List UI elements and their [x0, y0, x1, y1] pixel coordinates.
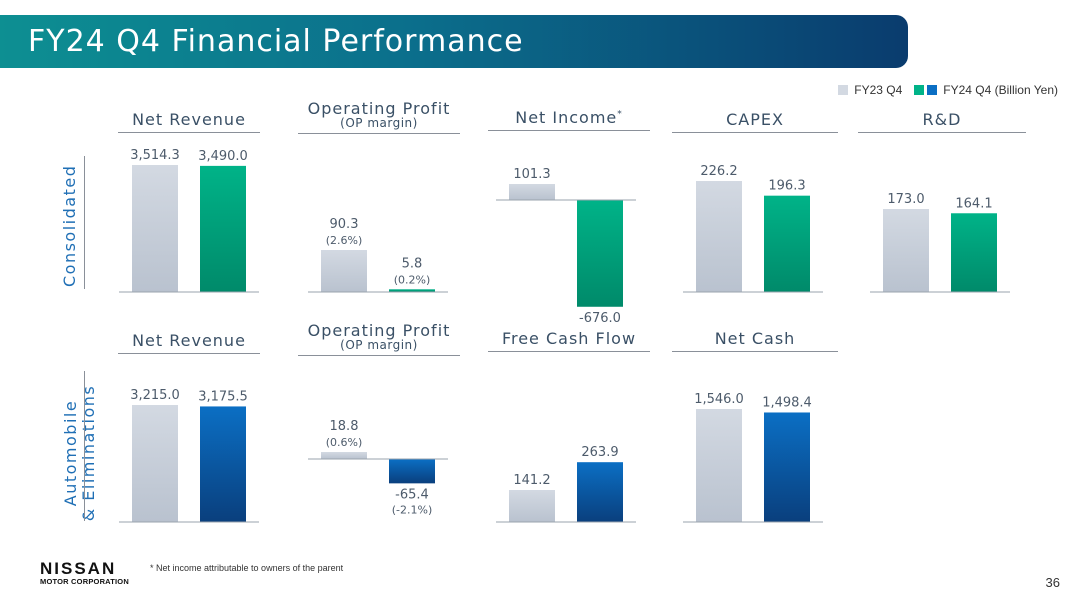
- bar-fy24: [389, 289, 435, 292]
- panel-title-a-fcf: Free Cash Flow: [488, 329, 650, 352]
- bar-fy24: [577, 462, 623, 522]
- panel-title-c-net-revenue: Net Revenue: [118, 110, 260, 133]
- bar-fy24: [577, 200, 623, 307]
- bar-fy24: [200, 165, 246, 292]
- chart-panel: [496, 184, 636, 307]
- chart-panel: [683, 409, 823, 523]
- bar-fy23: [321, 452, 367, 459]
- value-label: 18.8: [330, 419, 359, 434]
- value-label: 141.2: [513, 473, 550, 488]
- value-label: 3,514.3: [130, 148, 180, 163]
- value-label: 90.3: [330, 217, 359, 232]
- bar-fy24: [764, 412, 810, 522]
- bar-fy23: [696, 409, 742, 522]
- value-label: 196.3: [768, 179, 805, 194]
- chart-panel: [119, 405, 259, 523]
- bar-fy24: [764, 195, 810, 292]
- value-label: -676.0: [579, 311, 621, 326]
- legend: FY23 Q4 FY24 Q4 (Billion Yen): [838, 83, 1058, 97]
- margin-label: (-2.1%): [392, 503, 433, 516]
- legend-swatch-fy23: [838, 85, 849, 95]
- value-label: -65.4: [395, 487, 429, 502]
- margin-label: (0.6%): [326, 436, 363, 449]
- chart-panel: [308, 452, 448, 484]
- nissan-logo: NISSAN MOTOR CORPORATION: [40, 559, 129, 586]
- page-title: FY24 Q4 Financial Performance: [28, 24, 524, 59]
- panel-title-a-net-cash: Net Cash: [672, 329, 838, 352]
- legend-swatch-fy24-automobile: [927, 85, 938, 95]
- value-label: 263.9: [581, 445, 618, 460]
- footnote: * Net income attributable to owners of t…: [150, 563, 344, 573]
- chart-panel: [870, 209, 1010, 293]
- page-number: 36: [1045, 575, 1060, 590]
- margin-label: (0.2%): [394, 273, 431, 286]
- bar-fy23: [883, 209, 929, 292]
- chart-panel: [308, 250, 448, 293]
- bar-fy23: [132, 165, 178, 292]
- legend-label-fy24: FY24 Q4 (Billion Yen): [943, 83, 1058, 97]
- panel-title-c-capex: CAPEX: [672, 110, 838, 133]
- value-label: 3,215.0: [130, 388, 180, 403]
- margin-label: (2.6%): [326, 234, 363, 247]
- value-label: 164.1: [955, 196, 992, 211]
- value-label: 3,490.0: [198, 149, 248, 164]
- panel-title-a-operating-profit: Operating Profit (OP margin): [298, 321, 460, 356]
- bar-fy24: [389, 459, 435, 484]
- panel-subtitle-op-margin: (OP margin): [340, 338, 418, 352]
- row-divider-consolidated: [84, 156, 85, 289]
- panel-title-a-net-revenue: Net Revenue: [118, 331, 260, 354]
- chart-panel: [119, 165, 259, 293]
- panel-subtitle-op-margin: (OP margin): [340, 116, 418, 130]
- bar-fy23: [132, 405, 178, 522]
- bar-fy23: [509, 490, 555, 522]
- value-label: 1,498.4: [762, 395, 812, 410]
- legend-label-fy23: FY23 Q4: [854, 83, 903, 97]
- panel-title-c-operating-profit: Operating Profit (OP margin): [298, 99, 460, 134]
- bar-fy23: [696, 181, 742, 292]
- bar-fy24: [951, 213, 997, 292]
- value-label: 226.2: [700, 164, 737, 179]
- title-bar: [0, 15, 908, 68]
- panel-title-c-rnd: R&D: [858, 110, 1026, 133]
- net-income-marker: *: [617, 109, 623, 120]
- bar-fy23: [321, 250, 367, 292]
- bar-fy24: [200, 406, 246, 522]
- legend-swatch-fy24-consolidated: [914, 85, 925, 95]
- bar-fy23: [509, 184, 555, 200]
- row-divider-automobile: [84, 371, 85, 521]
- value-label: 3,175.5: [198, 389, 248, 404]
- panel-title-c-net-income: Net Income*: [488, 108, 650, 131]
- chart-panel: [683, 181, 823, 293]
- value-label: 5.8: [402, 256, 423, 271]
- chart-panel: [496, 462, 636, 523]
- value-label: 173.0: [887, 192, 924, 207]
- value-label: 101.3: [513, 167, 550, 182]
- value-label: 1,546.0: [694, 392, 744, 407]
